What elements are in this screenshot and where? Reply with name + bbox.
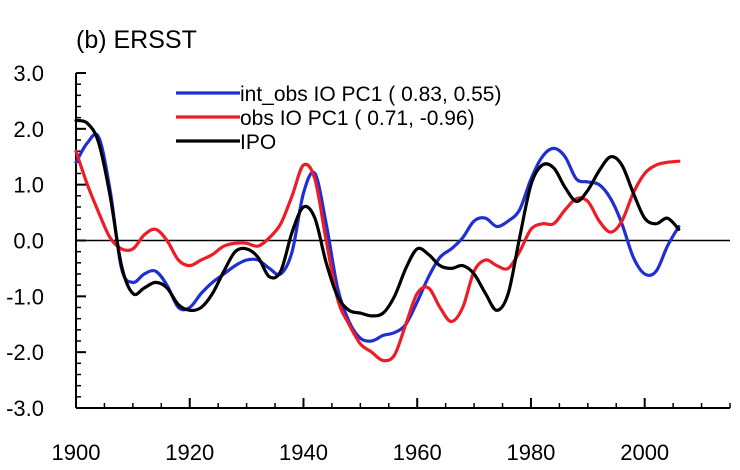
series-line-2 (74, 149, 681, 363)
legend: int_obs IO PC1 ( 0.83, 0.55)obs IO PC1 (… (176, 83, 501, 154)
legend-label: int_obs IO PC1 ( 0.83, 0.55) (240, 83, 501, 106)
y-tick-label: 3.0 (13, 61, 44, 86)
x-tick-label: 1900 (52, 440, 101, 465)
chart-title: (b) ERSST (76, 26, 197, 54)
axes: 3.0 2.0 1.0 0.0 -1.0 -2.0 -3.0 1900 1920 1940 1960… (6, 61, 731, 465)
x-tick-label: 2000 (620, 440, 669, 465)
x-tick-label: 1920 (165, 440, 214, 465)
series-line-3 (74, 118, 681, 318)
y-tick-label: -2.0 (6, 340, 44, 365)
x-tick-label: 1940 (279, 440, 328, 465)
plot-area (74, 118, 681, 363)
y-tick-label: -1.0 (6, 284, 44, 309)
legend-label: IPO (240, 131, 276, 154)
y-tick-label: 0.0 (13, 229, 44, 254)
y-tick-label: -3.0 (6, 396, 44, 421)
y-tick-label: 1.0 (13, 173, 44, 198)
x-tick-label: 1980 (506, 440, 555, 465)
legend-label: obs IO PC1 ( 0.71, -0.96) (240, 107, 475, 130)
y-tick-label: 2.0 (13, 117, 44, 142)
x-tick-label: 1960 (393, 440, 442, 465)
